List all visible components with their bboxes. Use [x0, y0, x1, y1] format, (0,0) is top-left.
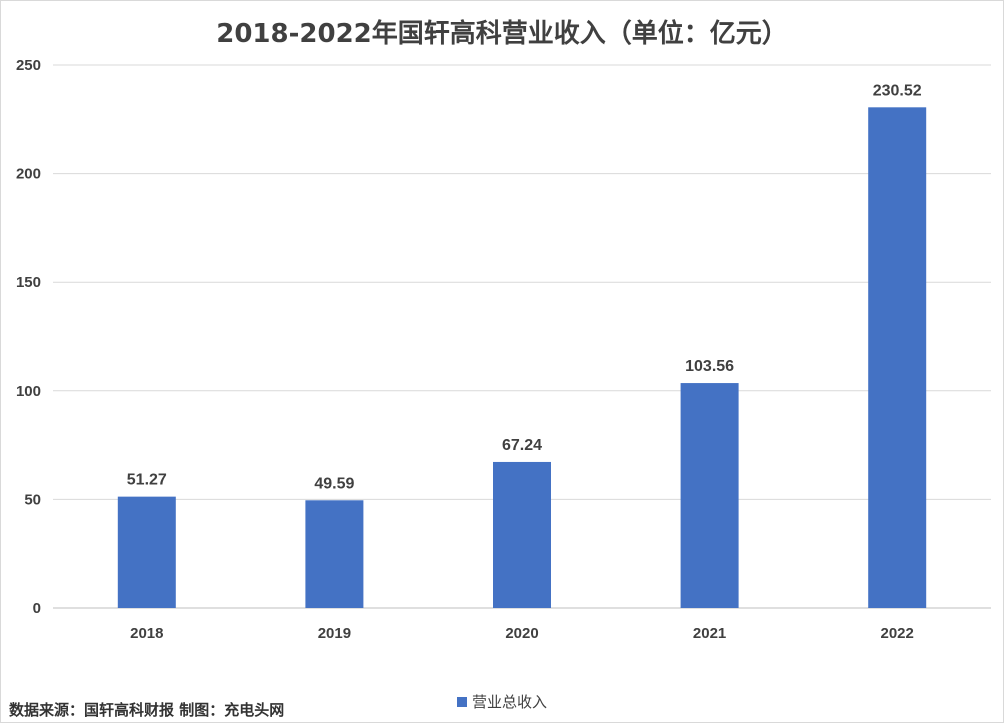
legend-label: 营业总收入	[472, 693, 548, 711]
x-tick-label-2019: 2019	[318, 625, 351, 642]
data-label-2022: 230.52	[873, 82, 922, 99]
bar-2020	[493, 461, 551, 608]
x-tick-label-2022: 2022	[881, 625, 914, 642]
data-labels: 51.27 49.59 67.24 103.56 230.52	[127, 82, 922, 492]
bar-2018	[117, 496, 176, 608]
data-label-2021: 103.56	[685, 358, 734, 375]
y-tick-label: 250	[16, 57, 41, 74]
y-tick-label: 0	[33, 600, 41, 617]
data-label-2020: 67.24	[502, 437, 542, 454]
bar-series	[117, 107, 927, 609]
legend-swatch	[457, 696, 467, 707]
y-axis-ticks: 0 50 100 150 200 250	[16, 57, 41, 617]
x-tick-label-2018: 2018	[130, 625, 163, 642]
bar-2022	[868, 107, 927, 609]
x-tick-label-2021: 2021	[693, 625, 726, 642]
y-tick-label: 50	[24, 491, 41, 508]
data-label-2019: 49.59	[314, 475, 354, 492]
y-tick-label: 200	[16, 166, 41, 183]
data-label-2018: 51.27	[127, 472, 167, 489]
x-axis-ticks: 2018 2019 2020 2021 2022	[130, 625, 914, 642]
legend: 营业总收入	[457, 691, 547, 712]
bar-2019	[305, 500, 364, 608]
source-note: 数据来源：国轩高科财报 制图：充电头网	[9, 701, 285, 719]
x-tick-label-2020: 2020	[505, 625, 538, 642]
chart-plot: 0 50 100 150 200 250 51.27 49.59 67.24 103.56 230…	[16, 57, 991, 642]
bar-2021	[680, 383, 739, 608]
y-tick-label: 150	[16, 274, 41, 291]
chart-title: 2018-2022年国轩高科营业收入（单位：亿元）	[216, 19, 788, 49]
y-tick-label: 100	[16, 383, 41, 400]
